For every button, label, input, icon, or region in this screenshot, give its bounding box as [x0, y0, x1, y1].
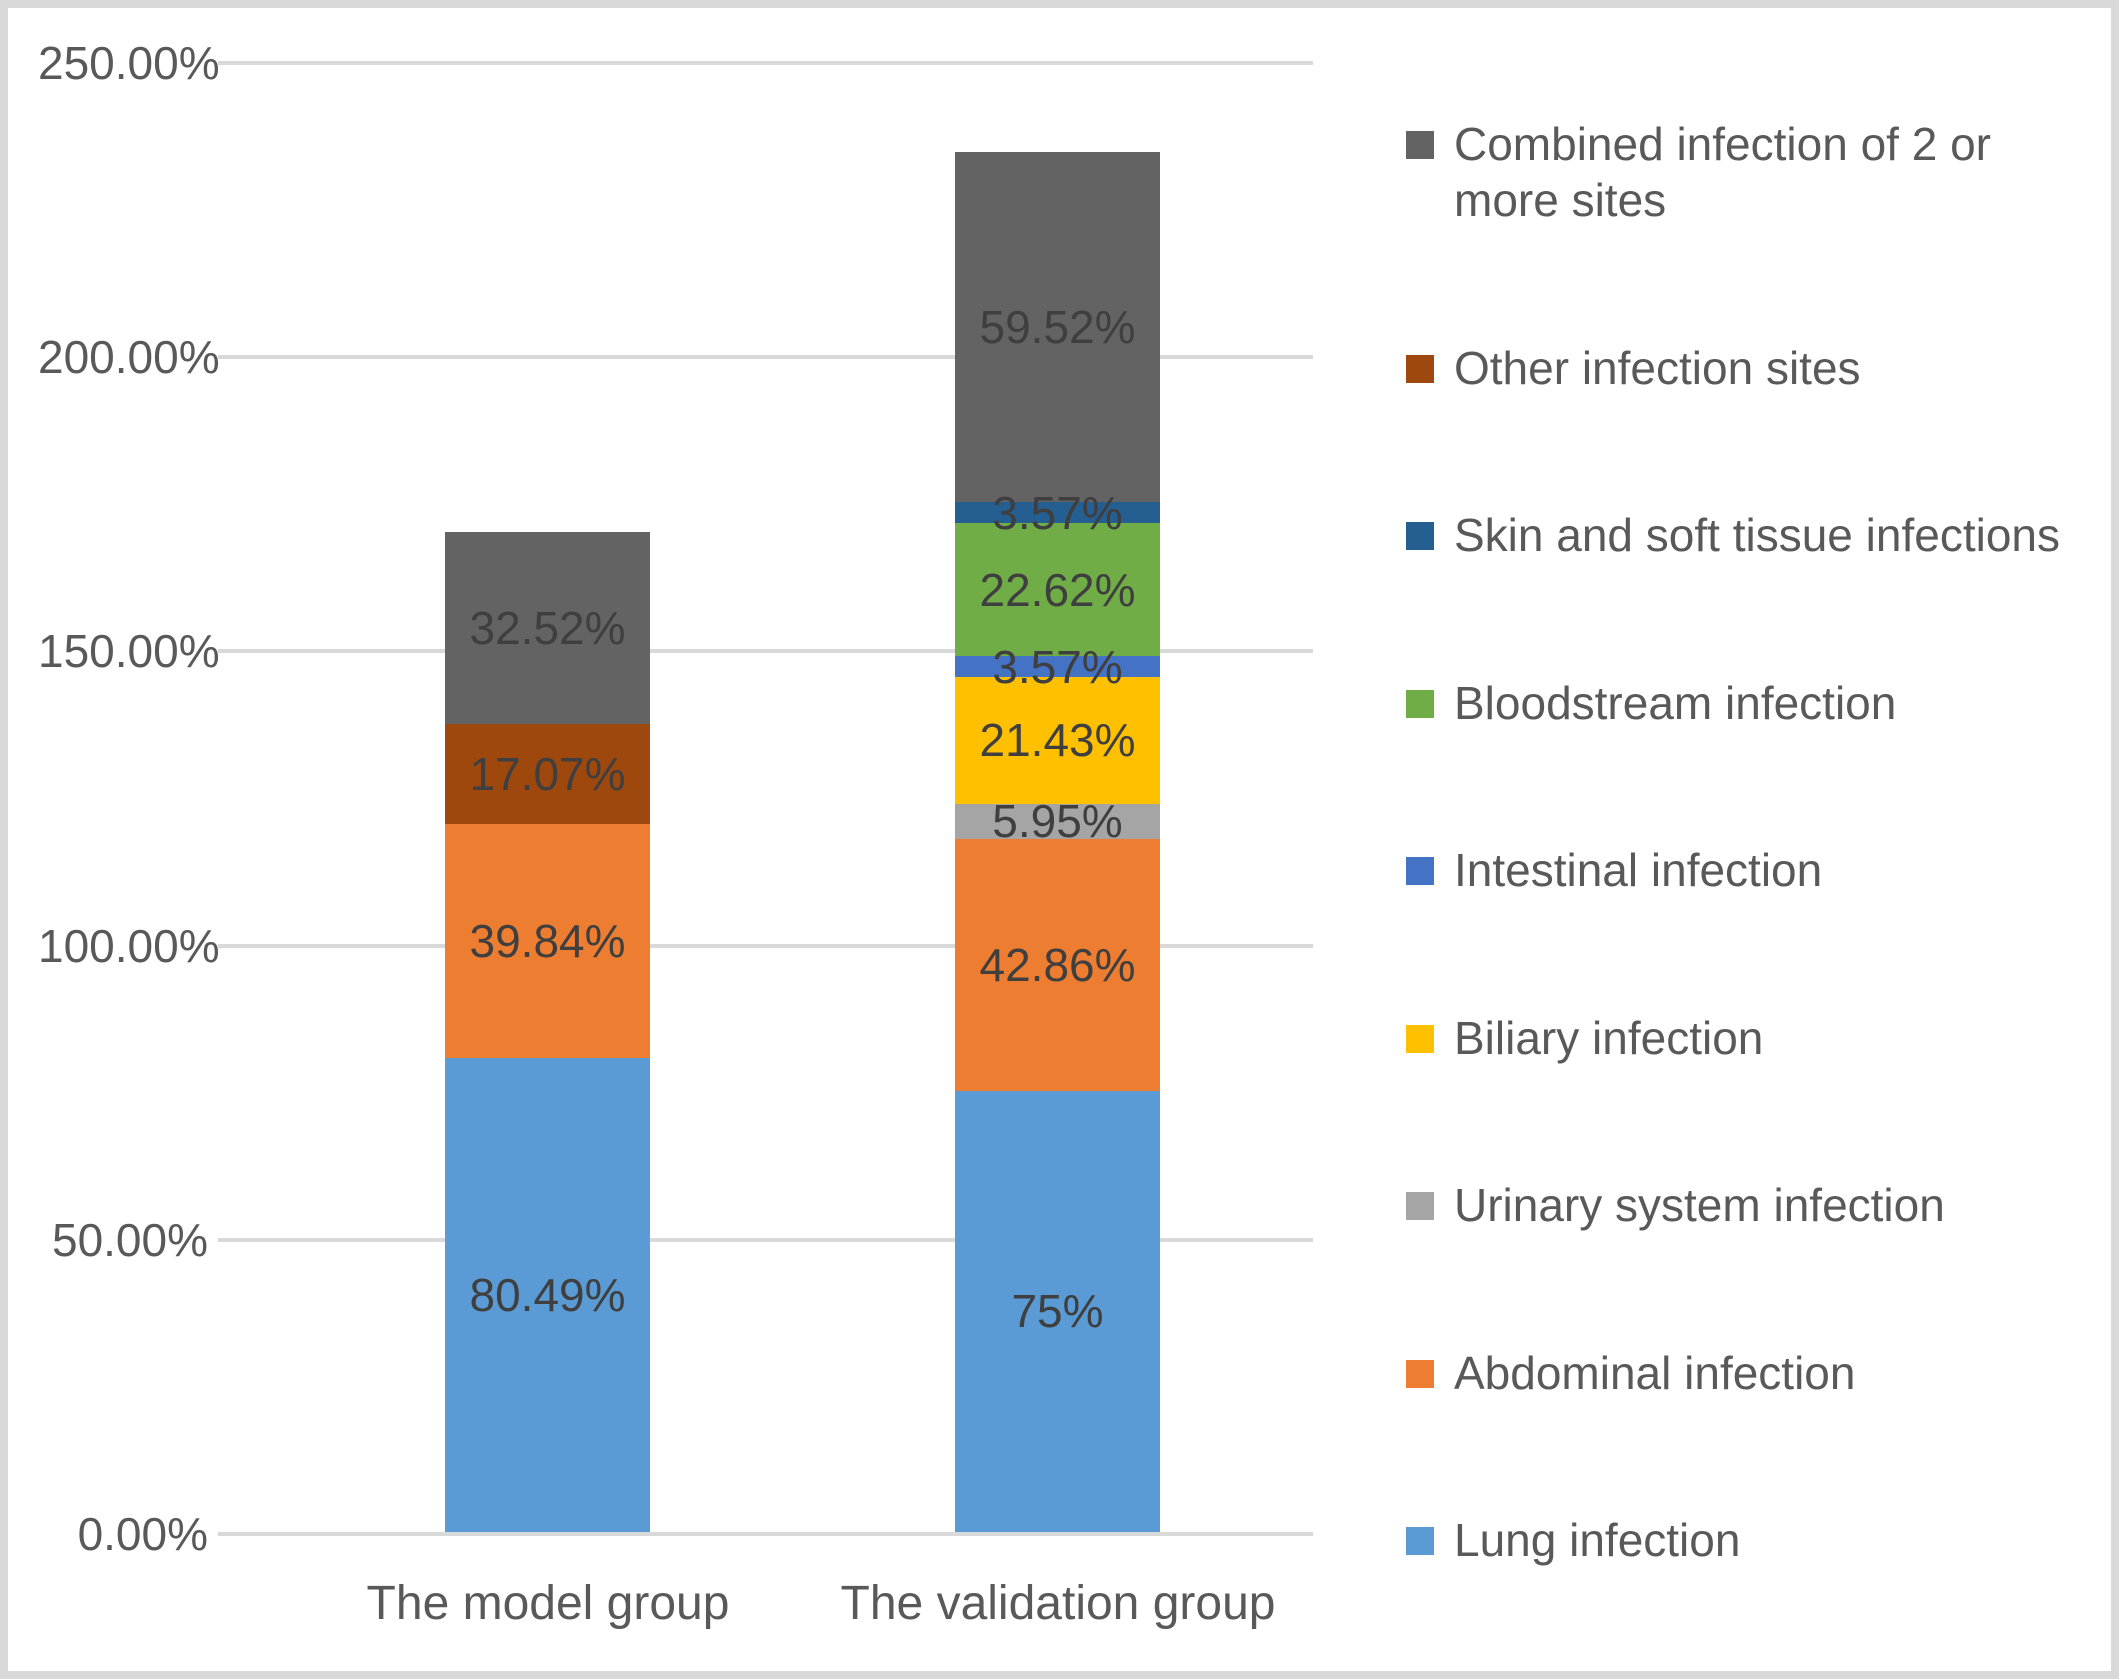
bar-segment: 5.95% — [955, 795, 1160, 847]
gridline-50 — [218, 1237, 1313, 1242]
data-label: 59.52% — [979, 301, 1136, 354]
legend-label: Intestinal infection — [1454, 844, 1823, 896]
data-label: 3.57% — [992, 486, 1123, 539]
legend-item: Urinary system infection — [1406, 1177, 2096, 1233]
legend-swatch-icon — [1406, 522, 1434, 550]
data-label: 42.86% — [979, 938, 1136, 991]
y-axis-tick-label: 200.00% — [38, 331, 220, 384]
bar-segment: 22.62% — [955, 523, 1160, 657]
legend-item: Intestinal infection — [1406, 842, 2096, 898]
data-label: 39.84% — [469, 915, 626, 968]
bar-segment: 59.52% — [955, 152, 1160, 503]
data-label: 75% — [1011, 1285, 1104, 1338]
data-label: 5.95% — [992, 795, 1123, 848]
data-label: 22.62% — [979, 563, 1136, 616]
legend-label: Biliary infection — [1454, 1011, 1764, 1064]
bar-segment: 21.43% — [955, 677, 1160, 804]
bar-segment: 80.49% — [445, 1058, 650, 1532]
legend-label: Urinary system infection — [1454, 1179, 1945, 1231]
gridline-250 — [218, 61, 1313, 65]
legend-item: Abdominal infection — [1406, 1345, 2096, 1401]
legend-item: Other infection sites — [1406, 340, 2096, 396]
legend-swatch-icon — [1406, 354, 1434, 383]
legend-swatch-icon — [1406, 689, 1434, 718]
data-label: 32.52% — [469, 601, 626, 654]
bar-segment: 3.57% — [955, 487, 1160, 539]
gridline-200 — [218, 355, 1313, 360]
legend-swatch-icon — [1406, 1024, 1434, 1053]
plot-area: 80.49% 39.84% 17.07% 32.52% 75% 42.86% 5.95% 21… — [218, 61, 1313, 1536]
y-axis-tick-label: 250.00% — [38, 37, 220, 89]
data-label: 3.57% — [992, 640, 1123, 693]
data-label: 21.43% — [979, 714, 1136, 767]
x-axis-category-label: The validation group — [840, 1577, 1276, 1630]
bar-segment: 42.86% — [955, 838, 1160, 1091]
y-axis-tick-label: 150.00% — [38, 625, 220, 678]
legend-item: Skin and soft tissue infections — [1406, 507, 2096, 563]
legend-label: Lung infection — [1454, 1514, 1741, 1566]
y-axis-tick-label: 0.00% — [77, 1508, 208, 1560]
gridline-150 — [218, 649, 1313, 654]
stacked-bar-validation-group: 75% 42.86% 5.95% 21.43% 3.57% 22.62% 3.57% 59.5… — [955, 152, 1160, 1532]
x-axis-category-label: The model group — [366, 1577, 730, 1630]
data-label: 80.49% — [469, 1269, 626, 1322]
legend-swatch-icon — [1406, 1192, 1434, 1220]
legend-swatch-icon — [1406, 131, 1434, 159]
gridline-0 — [218, 1532, 1313, 1536]
bar-segment: 17.07% — [445, 723, 650, 824]
legend-item: Biliary infection — [1406, 1010, 2096, 1066]
legend-label: Abdominal infection — [1454, 1346, 1856, 1399]
legend-item: Lung infection — [1406, 1512, 2096, 1568]
legend-swatch-icon — [1406, 1527, 1434, 1555]
legend-swatch-icon — [1406, 857, 1434, 885]
legend-label: Other infection sites — [1454, 341, 1861, 394]
data-label: 17.07% — [469, 747, 626, 800]
legend-label: Bloodstream infection — [1454, 676, 1897, 729]
y-axis-tick-label: 100.00% — [38, 919, 220, 972]
legend-item: Combined infection of 2 or more sites — [1406, 116, 2096, 228]
stacked-bar-model-group: 80.49% 39.84% 17.07% 32.52% — [445, 532, 650, 1532]
bar-segment: 32.52% — [445, 532, 650, 724]
y-axis-tick-label: 50.00% — [51, 1213, 208, 1266]
bar-segment: 3.57% — [955, 641, 1160, 693]
legend-label: Combined infection of 2 or more sites — [1454, 118, 1991, 226]
gridline-100 — [218, 943, 1313, 948]
legend-swatch-icon — [1406, 1359, 1434, 1388]
bar-segment: 39.84% — [445, 824, 650, 1059]
bar-segment: 75% — [955, 1090, 1160, 1532]
chart-canvas: 0.00% 50.00% 100.00% 150.00% 200.00% 250.00% … — [8, 8, 2111, 1671]
chart-legend: Combined infection of 2 or more sites Oth… — [1406, 116, 2096, 1568]
legend-label: Skin and soft tissue infections — [1454, 509, 2060, 561]
legend-item: Bloodstream infection — [1406, 675, 2096, 731]
